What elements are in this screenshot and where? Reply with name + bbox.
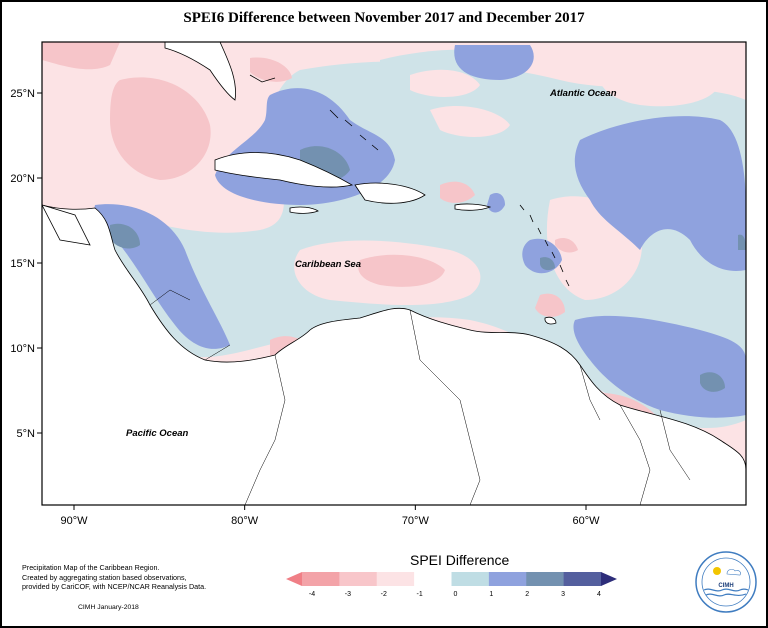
map-panel	[42, 42, 746, 505]
legend-tick-label: 3	[561, 591, 565, 598]
small-islands	[249, 74, 570, 287]
lon-tick-label: 70°W	[402, 515, 430, 527]
country-borders	[149, 289, 691, 505]
credits-line-1: Precipitation Map of the Caribbean Regio…	[22, 563, 160, 572]
logo-inner-ring	[701, 557, 751, 607]
legend-swatch	[563, 572, 602, 586]
legend-swatch	[339, 572, 378, 586]
caribbean-sea-label: Caribbean Sea	[295, 259, 361, 270]
credits-line-3: provided by CariCOF, with NCEP/NCAR Rean…	[22, 582, 207, 592]
lat-tick-label: 10°N	[10, 343, 35, 355]
legend-swatch	[376, 572, 415, 586]
legend-title: SPEI Difference	[410, 552, 510, 568]
lon-tick-label: 80°W	[231, 515, 259, 527]
longitude-axis: 90°W 80°W 70°W 60°W	[60, 505, 600, 527]
legend-arrow-left	[286, 572, 302, 586]
lon-tick-label: 90°W	[60, 515, 88, 527]
latitude-axis: 25°N 20°N 15°N 10°N 5°N	[10, 88, 42, 440]
legend-swatch	[488, 572, 527, 586]
lat-tick-label: 20°N	[10, 173, 35, 185]
map-title: SPEI6 Difference between November 2017 a…	[183, 10, 585, 26]
legend-tick-label: -3	[345, 591, 351, 598]
legend-swatch	[526, 572, 565, 586]
legend-tick-label: -1	[417, 591, 423, 598]
legend-tick-label: 4	[597, 591, 601, 598]
wave-icon	[705, 593, 747, 597]
legend-colorbar: -4 -3 -2 -1 0 1 2 3 4	[286, 572, 617, 598]
legend-tick-label: -2	[381, 591, 387, 598]
wave-icon	[703, 588, 749, 592]
credits: Precipitation Map of the Caribbean Regio…	[22, 563, 206, 592]
logo-text: CIMH	[718, 583, 733, 589]
legend-swatch	[451, 572, 490, 586]
cimh-logo: CIMH	[695, 551, 757, 613]
lon-tick-label: 60°W	[572, 515, 600, 527]
sun-icon	[713, 567, 721, 575]
credits-line-2: Created by aggregating station based obs…	[22, 572, 187, 582]
atlantic-ocean-label: Atlantic Ocean	[549, 88, 617, 99]
lat-tick-label: 5°N	[17, 428, 36, 440]
legend-tick-label: -4	[309, 591, 315, 598]
map-border	[41, 41, 747, 506]
legend-arrow-right	[601, 572, 617, 586]
lat-tick-label: 25°N	[10, 88, 35, 100]
legend-swatch	[302, 572, 340, 586]
blue-zones	[94, 45, 746, 418]
legend-tick-label: 0	[454, 591, 458, 598]
pacific-ocean-label: Pacific Ocean	[126, 428, 189, 439]
legend-tick-label: 2	[525, 591, 529, 598]
cloud-icon	[726, 569, 741, 576]
land-outline	[42, 42, 746, 505]
lat-tick-label: 15°N	[10, 258, 35, 270]
credits-date: CIMH January-2018	[78, 604, 139, 611]
legend-swatch	[414, 572, 452, 586]
legend-tick-label: 1	[489, 591, 493, 598]
